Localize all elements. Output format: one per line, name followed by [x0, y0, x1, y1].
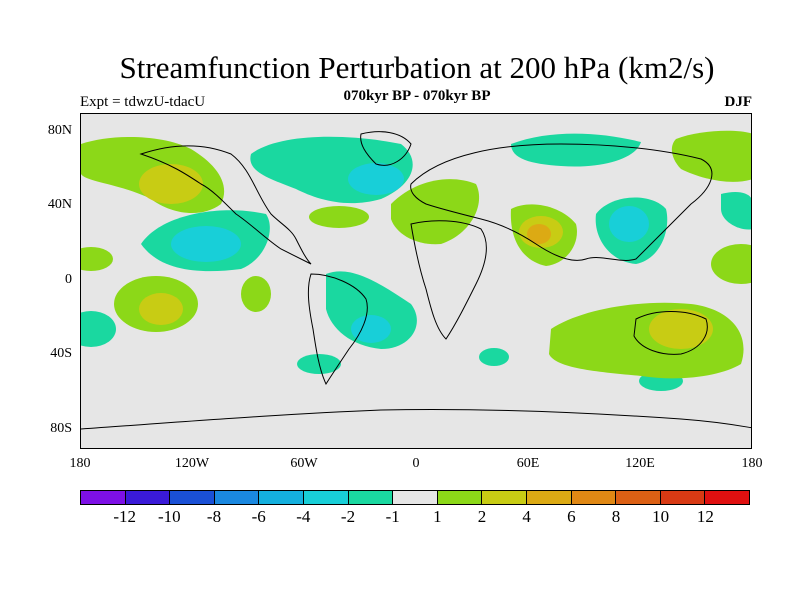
colorbar-label: 10 [652, 507, 670, 526]
contour-neg-nw-pacific [721, 192, 751, 230]
colorbar-label: -1 [385, 507, 400, 526]
colorbar-label: -4 [296, 507, 311, 526]
season-label: DJF [724, 94, 753, 110]
lat-label-40s: 40S [50, 346, 72, 361]
colorbar-label: -12 [113, 507, 136, 526]
contour-neg-asia-core [609, 206, 649, 242]
contour-pos-ne-pacific [671, 130, 751, 182]
colorbar-segment [437, 491, 483, 504]
colorbar-segment [526, 491, 572, 504]
coastline-antarctica [81, 408, 751, 430]
contour-pos-middleeast-hot [527, 224, 551, 244]
contour-pos-australia-core [649, 309, 713, 349]
contour-neg-pacific-core [171, 226, 241, 262]
colorbar-segment [348, 491, 394, 504]
lon-label-120e: 120E [625, 456, 655, 471]
colorbar-segment [571, 491, 617, 504]
plot-subtitle: 070kyr BP - 070kyr BP [343, 88, 491, 104]
colorbar-label: 4 [522, 507, 531, 526]
contour-pos-epacific [81, 247, 113, 271]
map-svg [81, 130, 751, 430]
colorbar-segment [482, 491, 527, 504]
plot-title: Streamfunction Perturbation at 200 hPa (… [119, 50, 715, 85]
positive-anomalies [81, 130, 751, 379]
colorbar-label: -2 [340, 507, 356, 526]
lat-label-80n: 80N [47, 123, 72, 138]
lat-label-40n: 40N [47, 197, 72, 212]
contour-pos-spacific-core [139, 293, 183, 325]
colorbar-segment [214, 491, 260, 504]
lon-label-180e: 180 [741, 456, 763, 471]
experiment-label: Expt = tdwzU-tdacU [80, 94, 206, 110]
colorbar-segment [303, 491, 349, 504]
contour-pos-wpacific [711, 244, 751, 284]
lon-label-180w: 180 [69, 456, 91, 471]
contour-neg-atlantic-n [309, 206, 369, 228]
contour-neg-atlantic-core [351, 315, 391, 343]
lon-label-60w: 60W [290, 456, 318, 471]
contour-pos-sandes [241, 276, 271, 312]
negative-anomalies [81, 133, 751, 391]
coastline-eurasia [410, 143, 713, 261]
contour-neg-northeurasia [511, 133, 641, 167]
colorbar-label: 12 [696, 507, 714, 526]
colorbar-segment [81, 491, 126, 504]
contour-neg-atlantic [326, 271, 417, 349]
coastline-north-america [139, 145, 312, 265]
colorbar-segment [170, 491, 215, 504]
colorbar-segment [705, 491, 749, 504]
contour-neg-arctic-core [348, 163, 404, 195]
lat-label-80s: 80S [50, 421, 72, 436]
colorbar-label: 2 [477, 507, 487, 526]
contour-pos-australia [549, 302, 744, 379]
colorbar-label: 8 [611, 507, 621, 526]
coastline-south-america [307, 273, 368, 386]
coastline-australia [633, 311, 708, 355]
colorbar-segment [259, 491, 304, 504]
colorbar-segment [616, 491, 661, 504]
contour-pos-npacific-core [139, 164, 203, 204]
colorbar-label: -10 [157, 507, 181, 526]
contour-neg-sw-pacific [81, 311, 116, 347]
lon-label-60e: 60E [516, 456, 540, 471]
colorbar-segment [660, 491, 706, 504]
colorbar-segment [125, 491, 171, 504]
lat-label-eq: 0 [65, 272, 72, 287]
map-panel [80, 113, 752, 449]
colorbar-label: 1 [433, 507, 442, 526]
colorbar [80, 490, 750, 505]
colorbar-label: -6 [251, 507, 266, 526]
lon-label-120w: 120W [174, 456, 210, 471]
contour-neg-indian [479, 348, 509, 366]
contour-pos-europe [391, 179, 480, 245]
colorbar-segment [393, 491, 438, 504]
colorbar-label: -8 [206, 507, 222, 526]
lon-label-0: 0 [412, 456, 420, 471]
colorbar-label: 6 [567, 507, 576, 526]
coastlines [81, 131, 751, 430]
coastline-greenland [360, 131, 412, 166]
coastline-africa [410, 220, 487, 340]
